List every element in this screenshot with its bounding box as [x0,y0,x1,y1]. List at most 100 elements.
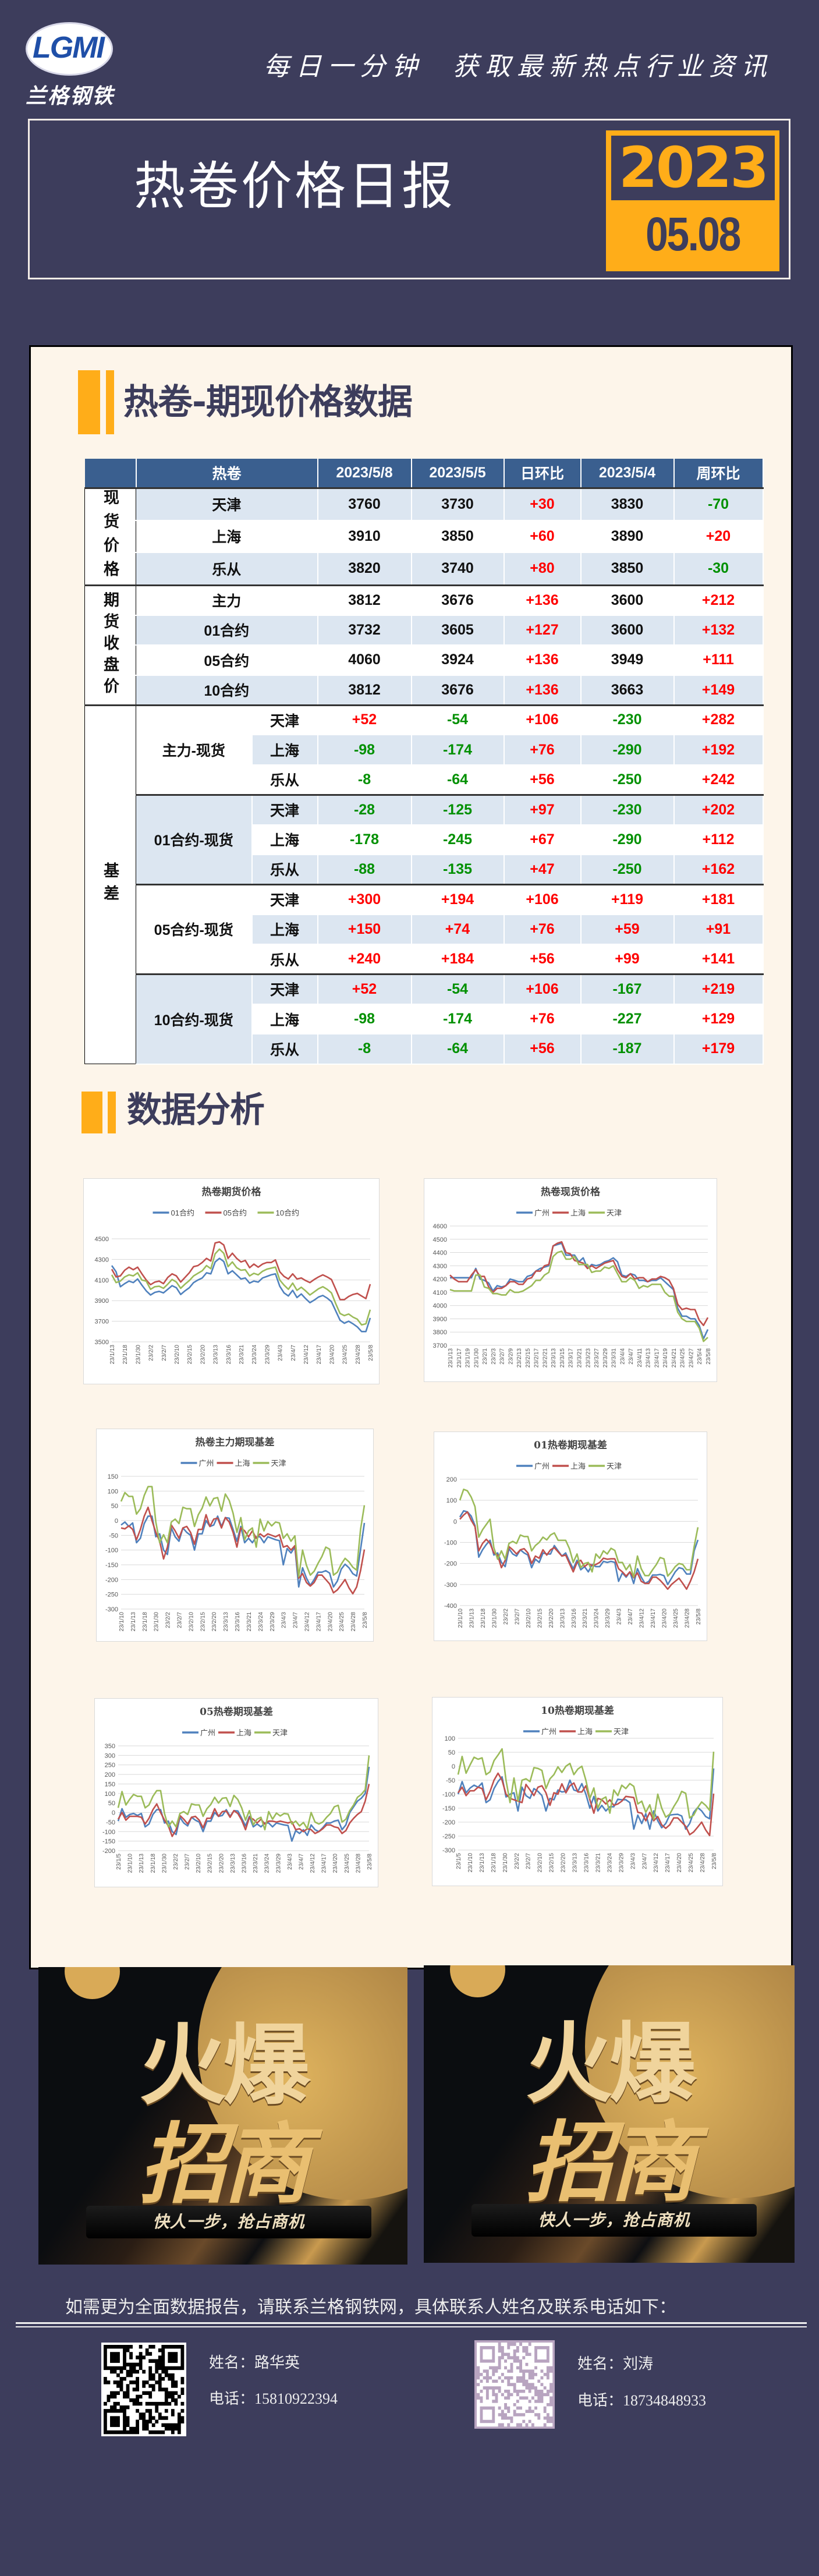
qr-module [129,2366,133,2371]
x-tick-label: 23/4/12 [303,1345,310,1365]
qr-module [113,2380,117,2384]
qr-module [492,2383,495,2387]
value-cell: +141 [673,944,764,975]
qr-module [477,2352,480,2357]
qr-module [525,2403,529,2407]
value-cell: -98 [317,1004,412,1035]
qr-module [148,2416,153,2420]
y-tick-label: 200 [446,1476,457,1483]
y-tick-label: -300 [444,1582,457,1589]
qr-module [177,2345,181,2349]
y-tick-label: 100 [446,1497,457,1504]
qr-module [145,2352,149,2356]
qr-module [528,2403,531,2407]
qr-module [483,2416,486,2420]
qr-module [485,2352,490,2357]
y-tick-label: 3700 [95,1319,109,1326]
qr-module [119,2409,123,2413]
qr-module [158,2401,162,2406]
x-tick-label: 23/4/20 [332,1854,339,1873]
qr-module [104,2377,107,2381]
qr-module [136,2387,140,2391]
qr-module [495,2362,498,2366]
qr-module [136,2401,140,2406]
chart-01-basis: 01热卷期现基差 广州 上海 天津 -400 -300 -200 -100 0 100 200 23/… [434,1431,707,1641]
y-tick-label: -200 [444,1561,457,1568]
value-cell: -54 [411,704,505,736]
y-tick-label: 300 [105,1752,115,1759]
x-tick-label: 23/5/8 [368,1345,374,1361]
qr-module [151,2401,155,2406]
qr-module [543,2396,547,2400]
qr-module [174,2380,178,2384]
value-cell: 3812 [317,584,412,616]
value-cell: -230 [580,793,675,825]
qr-module [522,2352,526,2357]
qr-module [531,2366,535,2370]
qr-module [161,2387,165,2391]
qr-module [177,2366,181,2371]
qr-module [110,2345,114,2349]
qr-module [537,2419,541,2423]
qr-module [495,2416,498,2420]
x-tick-label: 23/2/10 [196,1854,202,1873]
qr-module [549,2345,553,2350]
legend-label: 天津 [607,1209,622,1217]
qr-module [177,2394,181,2399]
table-row: 01合约 3732 3605 +127 3600 +132 [85,615,764,646]
value-cell: 3676 [411,584,505,616]
qr-module [498,2393,501,2397]
qr-module [531,2362,535,2366]
qr-module [116,2345,120,2349]
qr-module [522,2393,526,2397]
qr-module [161,2366,165,2371]
row-label: 05合约 [136,645,318,676]
qr-module [488,2362,492,2366]
value-cell: +106 [504,704,582,736]
qr-module [519,2399,523,2403]
qr-module [116,2419,120,2423]
qr-module [549,2406,553,2410]
qr-module [477,2343,480,2347]
qr-module [504,2372,508,2376]
qr-module [528,2345,531,2350]
qr-module [495,2423,498,2427]
qr-code-icon[interactable] [101,2343,186,2436]
series-line-广州 [117,1766,370,1842]
value-cell: +300 [317,883,412,915]
x-tick-label: 23/1/18 [142,1612,148,1632]
chart-main-basis: 热卷主力期现基差 广州 上海 天津 -300 -250 -200 -150 -100 -50 0 50… [96,1429,374,1642]
qr-module [104,2348,107,2352]
y-tick-label: 250 [105,1762,115,1769]
qr-module [148,2373,153,2377]
x-tick-label: 23/3/23 [585,1348,591,1368]
y-tick-label: -200 [105,1576,118,1583]
qr-module [180,2409,185,2413]
qr-code-icon[interactable] [474,2340,555,2429]
x-tick-label: 23/2/2 [514,1853,520,1869]
x-tick-label: 23/2/20 [218,1854,225,1873]
qr-module [116,2409,120,2413]
qr-module [116,2352,120,2356]
promo-banner[interactable]: 火爆 招商 快人一步，抢占商机 [424,1965,795,2263]
qr-module [504,2410,508,2414]
qr-module [480,2376,483,2380]
qr-module [522,2366,526,2370]
chart-title: 01热卷期现基差 [534,1439,607,1451]
qr-module [498,2396,501,2400]
qr-module [177,2423,181,2428]
x-tick-label: 23/4/28 [700,1853,706,1873]
qr-module [155,2366,159,2371]
qr-module [171,2380,175,2384]
promo-banner[interactable]: 火爆 招商 快人一步，抢占商机 [38,1967,407,2265]
x-tick-label: 23/3/13 [572,1853,579,1873]
value-cell: 3924 [411,645,505,676]
qr-module [546,2410,550,2414]
qr-module [516,2369,520,2373]
value-cell: +60 [504,520,582,554]
table-row: 乐从 +240 +184 +56 +99 +141 [85,944,764,975]
qr-module [504,2419,508,2423]
x-tick-label: 23/3/16 [226,1345,232,1365]
qr-module [123,2426,126,2431]
table-row: 上海 +150 +74 +76 +59 +91 [85,914,764,945]
